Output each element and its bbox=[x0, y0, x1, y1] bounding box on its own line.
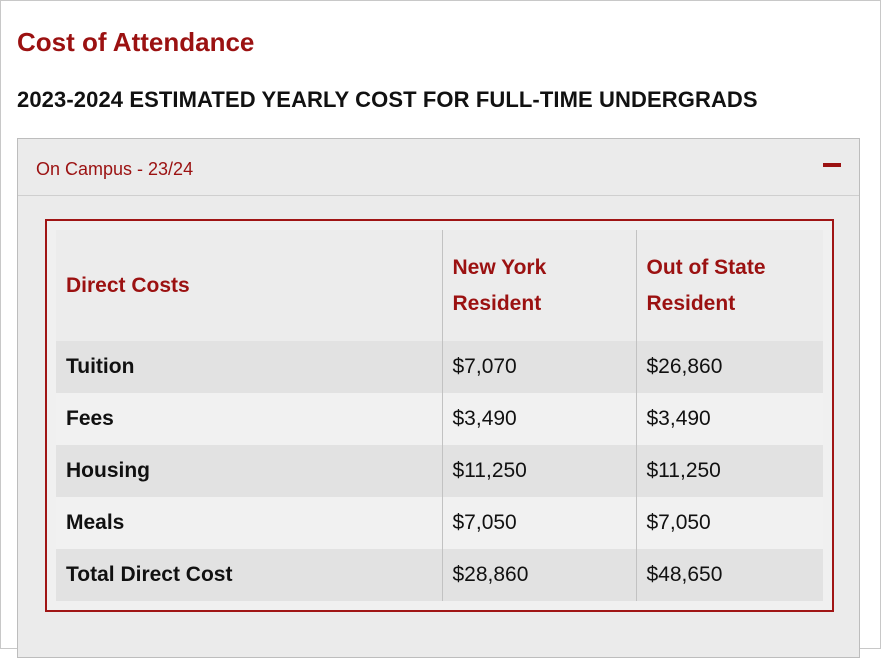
cell-oos: $26,860 bbox=[635, 341, 823, 393]
cell-ny: $28,860 bbox=[441, 549, 636, 601]
row-label: Tuition bbox=[56, 341, 442, 393]
cell-ny: $7,050 bbox=[441, 497, 636, 549]
table-row: Housing $11,250 $11,250 bbox=[56, 445, 823, 497]
accordion-on-campus: On Campus - 23/24 Direct Costs New York … bbox=[17, 138, 860, 658]
cell-ny: $3,490 bbox=[441, 393, 636, 445]
page-subtitle: 2023-2024 ESTIMATED YEARLY COST FOR FULL… bbox=[17, 87, 758, 112]
table-row: Fees $3,490 $3,490 bbox=[56, 393, 823, 445]
cell-oos: $48,650 bbox=[635, 549, 823, 601]
cell-ny: $7,070 bbox=[441, 341, 636, 393]
cost-table: Direct Costs New York Resident Out of St… bbox=[56, 230, 823, 601]
cell-oos: $7,050 bbox=[635, 497, 823, 549]
accordion-header[interactable]: On Campus - 23/24 bbox=[18, 139, 859, 196]
row-label: Total Direct Cost bbox=[56, 549, 442, 601]
header-direct-costs: Direct Costs bbox=[56, 230, 442, 341]
accordion-label[interactable]: On Campus - 23/24 bbox=[36, 159, 194, 179]
table-row-total: Total Direct Cost $28,860 $48,650 bbox=[56, 549, 823, 601]
header-out-of-state-resident: Out of State Resident bbox=[635, 230, 823, 341]
cell-ny: $11,250 bbox=[441, 445, 636, 497]
page-title: Cost of Attendance bbox=[17, 27, 255, 57]
row-label: Housing bbox=[56, 445, 442, 497]
minus-icon[interactable] bbox=[823, 163, 841, 167]
cell-oos: $3,490 bbox=[635, 393, 823, 445]
cost-table-container: Direct Costs New York Resident Out of St… bbox=[45, 219, 834, 612]
table-row: Meals $7,050 $7,050 bbox=[56, 497, 823, 549]
table-header-row: Direct Costs New York Resident Out of St… bbox=[56, 230, 823, 341]
row-label: Meals bbox=[56, 497, 442, 549]
header-new-york-resident: New York Resident bbox=[441, 230, 636, 341]
table-row: Tuition $7,070 $26,860 bbox=[56, 341, 823, 393]
row-label: Fees bbox=[56, 393, 442, 445]
cell-oos: $11,250 bbox=[635, 445, 823, 497]
